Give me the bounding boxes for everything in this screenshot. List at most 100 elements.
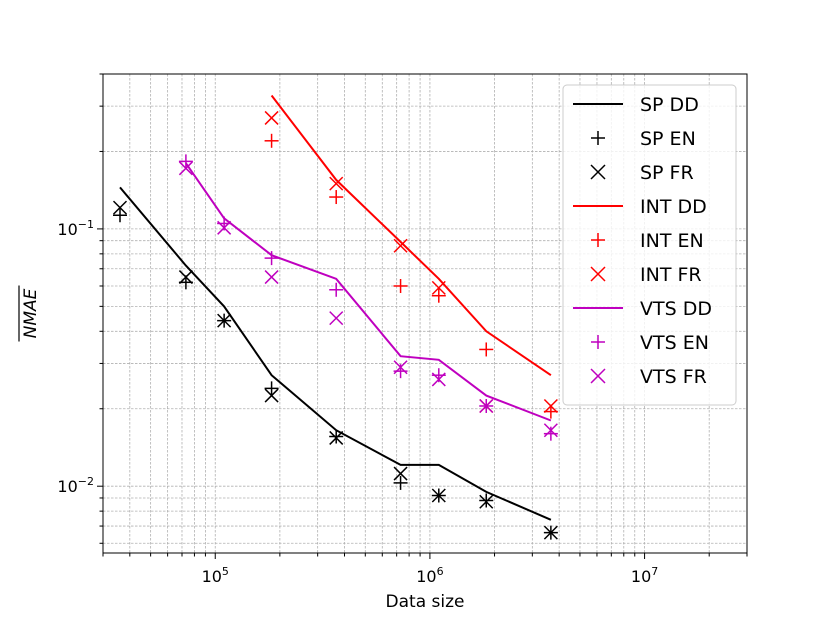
data-point bbox=[112, 200, 128, 215]
legend-item-int-dd: INT DD bbox=[573, 196, 707, 218]
legend-item-vts-en: VTS EN bbox=[591, 332, 709, 354]
data-point bbox=[393, 238, 408, 253]
x-tick-label: 107 bbox=[631, 565, 658, 586]
data-point bbox=[431, 488, 446, 503]
data-point bbox=[431, 288, 446, 303]
data-point bbox=[431, 372, 446, 387]
data-point bbox=[178, 161, 193, 176]
legend-x-handle bbox=[590, 266, 606, 282]
legend-x-handle bbox=[590, 368, 606, 384]
legend-plus-handle bbox=[591, 233, 605, 247]
x-stroke bbox=[329, 311, 344, 326]
legend-item-vts-fr: VTS FR bbox=[590, 366, 707, 388]
legend-item-vts-dd: VTS DD bbox=[573, 298, 712, 320]
y-axis-label: NMAE bbox=[21, 288, 41, 338]
x-stroke bbox=[329, 176, 344, 191]
data-point bbox=[329, 176, 344, 191]
series-line-int-dd bbox=[270, 94, 552, 377]
x-stroke bbox=[590, 368, 606, 384]
data-point bbox=[329, 429, 344, 444]
x-stroke bbox=[393, 466, 408, 481]
data-point bbox=[264, 251, 279, 266]
x-stroke bbox=[178, 161, 193, 176]
x-stroke bbox=[431, 372, 446, 387]
x-stroke bbox=[112, 200, 128, 215]
data-point bbox=[217, 313, 232, 328]
legend-item-sp-dd: SP DD bbox=[573, 94, 699, 116]
data-point bbox=[393, 360, 408, 375]
legend: SP DD SP EN SP FR INT DD INT EN INT FR VTS DD V… bbox=[562, 84, 737, 406]
legend-x-handle bbox=[590, 164, 606, 180]
y-tick-label: 10−2 bbox=[57, 475, 94, 496]
y-tick-label: 10−1 bbox=[57, 218, 94, 239]
data-point bbox=[178, 270, 193, 285]
x-stroke bbox=[217, 313, 232, 328]
data-point bbox=[543, 525, 558, 540]
legend-plus-handle bbox=[591, 335, 605, 349]
legend-label: SP FR bbox=[640, 162, 694, 184]
legend-item-sp-en: SP EN bbox=[591, 128, 696, 150]
x-stroke bbox=[431, 280, 446, 295]
legend-label: VTS EN bbox=[640, 332, 709, 354]
x-stroke bbox=[543, 398, 558, 414]
x-stroke bbox=[217, 220, 232, 235]
data-point bbox=[479, 398, 494, 414]
legend-plus-handle bbox=[591, 131, 605, 145]
series-int-en bbox=[264, 133, 558, 419]
data-point bbox=[264, 270, 279, 285]
legend-label: SP DD bbox=[640, 94, 699, 116]
series-int-dd bbox=[270, 94, 552, 377]
series-vts-en bbox=[178, 154, 558, 441]
series-vts-dd bbox=[185, 162, 552, 422]
data-point bbox=[479, 342, 494, 357]
x-stroke bbox=[590, 266, 606, 282]
x-stroke bbox=[329, 430, 344, 445]
data-point bbox=[543, 423, 558, 438]
x-stroke bbox=[479, 494, 494, 509]
y-axis-label-group: NMAE bbox=[18, 285, 41, 342]
data-point bbox=[264, 381, 279, 396]
x-stroke bbox=[264, 388, 279, 403]
x-stroke bbox=[264, 110, 279, 125]
data-point bbox=[393, 466, 408, 481]
ticks: 105 106 107 10−2 10−1 bbox=[57, 73, 748, 586]
data-point bbox=[329, 282, 344, 297]
legend-item-int-fr: INT FR bbox=[590, 264, 702, 286]
x-tick-label: 106 bbox=[416, 565, 443, 586]
x-stroke bbox=[590, 164, 606, 180]
legend-item-int-en: INT EN bbox=[591, 230, 704, 252]
legend-label: INT EN bbox=[640, 230, 704, 252]
series-int-fr bbox=[264, 110, 558, 414]
legend-box bbox=[562, 84, 737, 406]
legend-label: INT DD bbox=[640, 196, 707, 218]
legend-label: SP EN bbox=[640, 128, 696, 150]
legend-item-sp-fr: SP FR bbox=[590, 162, 694, 184]
legend-label: VTS DD bbox=[640, 298, 712, 320]
data-point bbox=[217, 220, 232, 235]
data-point bbox=[264, 133, 279, 148]
data-point bbox=[264, 110, 279, 125]
x-stroke bbox=[393, 238, 408, 253]
x-stroke bbox=[479, 398, 494, 414]
x-stroke bbox=[431, 488, 446, 503]
plot-frame bbox=[102, 73, 748, 554]
data-point bbox=[393, 278, 408, 293]
data-point bbox=[178, 154, 193, 169]
data-point bbox=[329, 430, 344, 445]
data-point bbox=[431, 280, 446, 295]
data-point bbox=[329, 190, 344, 205]
data-point bbox=[329, 311, 344, 326]
x-axis-label: Data size bbox=[386, 592, 465, 612]
x-stroke bbox=[264, 270, 279, 285]
series bbox=[112, 94, 558, 540]
legend-label: VTS FR bbox=[640, 366, 707, 388]
data-point bbox=[112, 208, 127, 223]
x-stroke bbox=[393, 360, 408, 375]
x-stroke bbox=[543, 423, 558, 438]
data-point bbox=[479, 493, 494, 508]
x-stroke bbox=[543, 525, 558, 540]
series-line-vts-dd bbox=[185, 162, 552, 422]
data-point bbox=[264, 388, 279, 403]
data-point bbox=[479, 494, 494, 509]
